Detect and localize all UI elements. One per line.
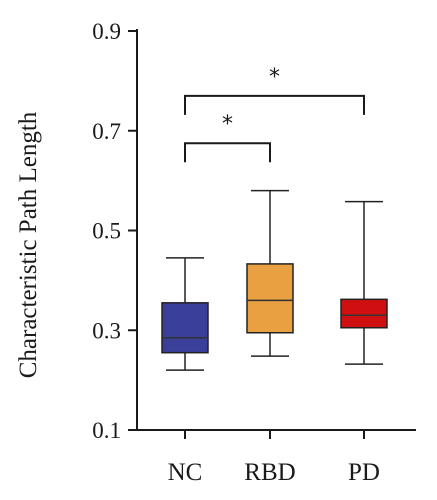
boxes-group xyxy=(161,189,388,371)
box-rbd xyxy=(246,189,294,357)
significance-bracket-1: * xyxy=(184,112,271,163)
y-axis-label: Characteristic Path Length xyxy=(15,111,42,378)
box-iqr xyxy=(246,263,294,334)
y-tick-label: 0.1 xyxy=(92,418,121,443)
significance-bracket-2: * xyxy=(184,65,365,115)
y-tick-label: 0.5 xyxy=(92,219,121,244)
x-tick-label: RBD xyxy=(244,459,295,486)
axes: 0.1 0.3 0.5 0.7 0.9 NC RBD PD xyxy=(92,19,416,486)
x-tick-label: NC xyxy=(168,459,203,486)
x-tick-label: PD xyxy=(348,459,380,486)
box-pd xyxy=(340,200,388,365)
significance-star: * xyxy=(269,65,280,90)
box-iqr xyxy=(340,298,388,329)
y-tick-label: 0.9 xyxy=(92,19,121,44)
y-tick-label: 0.7 xyxy=(92,119,121,144)
significance-group: ** xyxy=(184,65,365,163)
significance-star: * xyxy=(222,112,233,137)
bracket-line xyxy=(184,94,365,115)
bracket-line xyxy=(184,142,271,163)
y-tick-label: 0.3 xyxy=(92,318,121,343)
box-iqr xyxy=(161,302,209,354)
box-nc xyxy=(161,257,209,371)
